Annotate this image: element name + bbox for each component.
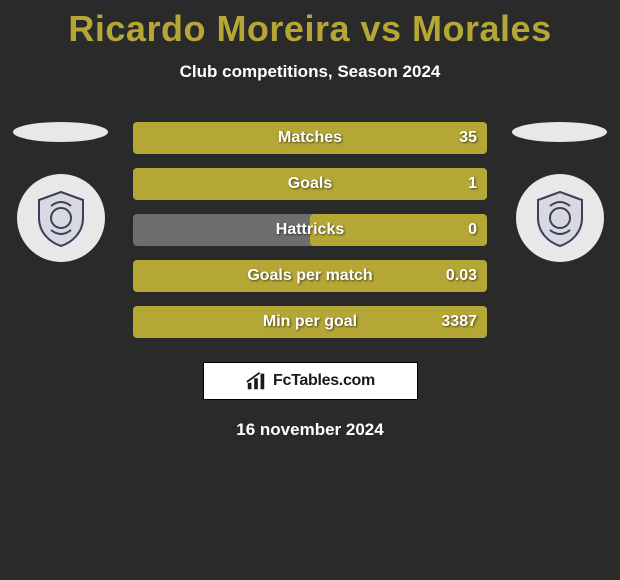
stat-value-right: 0	[468, 221, 477, 239]
stats-list: Matches 35 Goals 1 Hattricks 0 Goals per match…	[133, 122, 487, 338]
left-player-column	[8, 122, 113, 262]
player-silhouette-left	[13, 122, 108, 142]
stat-row: Goals per match 0.03	[133, 260, 487, 292]
bar-chart-icon	[245, 370, 267, 392]
comparison-panel: Matches 35 Goals 1 Hattricks 0 Goals per match…	[0, 122, 620, 338]
stat-label: Goals per match	[247, 267, 372, 285]
stat-row: Matches 35	[133, 122, 487, 154]
player-silhouette-right	[512, 122, 607, 142]
page-title: Ricardo Moreira vs Morales	[0, 0, 620, 50]
brand-watermark: FcTables.com	[203, 362, 418, 400]
club-badge-left	[17, 174, 105, 262]
stat-row: Min per goal 3387	[133, 306, 487, 338]
stat-label: Matches	[278, 129, 342, 147]
stat-value-right: 35	[459, 129, 477, 147]
shield-icon	[31, 188, 91, 248]
right-player-column	[507, 122, 612, 262]
stat-value-right: 3387	[441, 313, 477, 331]
date-line: 16 november 2024	[0, 420, 620, 440]
shield-icon	[530, 188, 590, 248]
stat-label: Hattricks	[276, 221, 344, 239]
club-badge-right	[516, 174, 604, 262]
stat-value-right: 0.03	[446, 267, 477, 285]
stat-value-right: 1	[468, 175, 477, 193]
stat-label: Min per goal	[263, 313, 357, 331]
stat-row: Hattricks 0	[133, 214, 487, 246]
stat-label: Goals	[288, 175, 332, 193]
stat-row: Goals 1	[133, 168, 487, 200]
subtitle: Club competitions, Season 2024	[0, 62, 620, 82]
brand-text: FcTables.com	[273, 372, 375, 390]
